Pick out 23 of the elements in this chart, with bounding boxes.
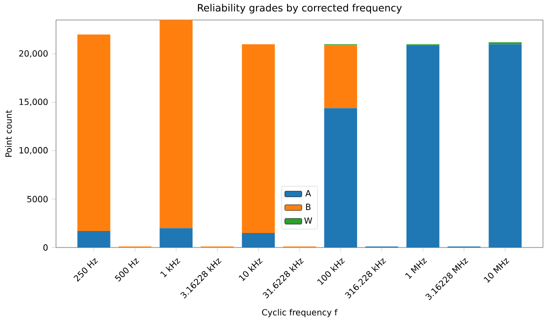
- y-tick-label: 5000: [27, 196, 48, 202]
- y-tick-label: 0: [43, 244, 48, 251]
- bar: [77, 34, 110, 232]
- y-tick-label: 10,000: [20, 147, 48, 154]
- x-axis-title: Cyclic frequency f: [262, 308, 338, 318]
- bar: [488, 44, 522, 248]
- bar: [324, 45, 358, 108]
- y-axis-title: Point count: [5, 110, 12, 157]
- chart-title: Reliability grades by corrected frequency: [198, 4, 402, 14]
- legend-label: A: [305, 190, 312, 196]
- bar: [77, 231, 110, 248]
- bar: [324, 108, 358, 248]
- legend-label: W: [304, 217, 312, 224]
- bar: [242, 232, 275, 248]
- legend-label: B: [306, 204, 311, 210]
- x-tick-label: 500 Hz: [114, 258, 140, 282]
- bar: [242, 44, 275, 233]
- x-tick-label: 1 kHz: [160, 258, 180, 278]
- bar: [160, 228, 193, 248]
- y-tick-label: 15,000: [20, 98, 48, 106]
- bar: [406, 45, 440, 248]
- y-tick-label: 20,000: [19, 50, 48, 58]
- bar: [160, 20, 193, 228]
